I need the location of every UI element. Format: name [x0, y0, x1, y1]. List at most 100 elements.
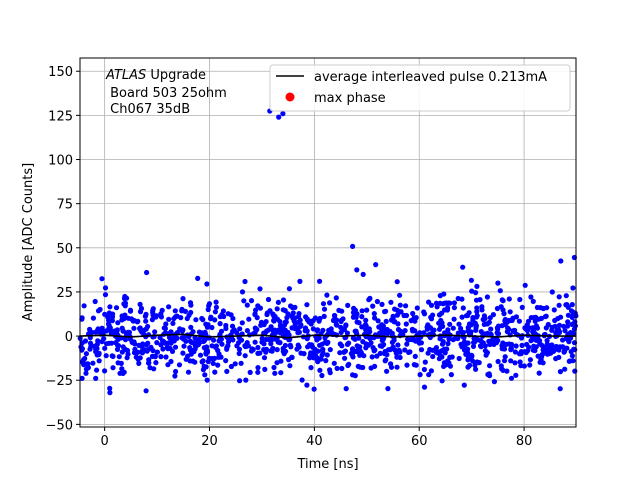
data-point — [122, 300, 128, 306]
data-point — [405, 336, 411, 342]
data-point — [79, 340, 85, 346]
data-point — [287, 363, 293, 369]
data-point — [122, 337, 129, 343]
data-point — [535, 353, 541, 359]
data-point — [445, 341, 451, 347]
data-point — [395, 342, 401, 348]
data-point — [307, 355, 313, 361]
data-point — [556, 322, 563, 328]
data-point — [246, 316, 252, 322]
data-point — [304, 382, 310, 388]
data-point — [304, 302, 310, 308]
data-point — [331, 360, 337, 366]
data-point — [403, 303, 409, 309]
data-point — [103, 353, 109, 359]
data-point — [281, 328, 287, 334]
data-point — [431, 327, 437, 333]
data-point — [441, 346, 447, 352]
data-point — [153, 360, 159, 366]
data-point — [218, 328, 225, 334]
data-point — [363, 323, 369, 329]
data-point — [350, 335, 356, 341]
data-point — [364, 307, 370, 313]
data-point — [208, 314, 214, 320]
data-point — [512, 360, 518, 366]
data-point — [380, 336, 386, 342]
data-point — [375, 318, 381, 324]
data-point — [181, 343, 187, 349]
data-point — [257, 305, 263, 311]
data-point — [163, 354, 169, 360]
data-point — [506, 296, 512, 302]
data-point — [150, 306, 156, 312]
data-point — [371, 348, 377, 354]
data-point — [310, 318, 316, 324]
data-point — [354, 319, 360, 325]
data-point — [501, 346, 508, 352]
data-point — [109, 353, 115, 359]
data-point — [337, 350, 343, 356]
data-point — [528, 338, 534, 344]
data-point — [172, 308, 178, 314]
data-point — [90, 315, 96, 321]
data-point — [309, 342, 315, 348]
data-point — [268, 337, 275, 343]
data-point — [565, 337, 571, 343]
data-point — [339, 308, 345, 314]
data-point — [368, 365, 374, 371]
data-point — [105, 314, 111, 320]
data-point — [115, 336, 121, 342]
data-point — [525, 318, 532, 324]
data-point — [312, 352, 318, 358]
data-point — [518, 335, 525, 341]
data-point — [187, 358, 193, 364]
data-point — [190, 329, 196, 335]
data-point — [379, 301, 385, 307]
data-point — [93, 346, 99, 352]
plot-frame — [79, 57, 577, 428]
data-point — [563, 293, 569, 299]
data-point — [509, 341, 515, 348]
data-point — [116, 354, 122, 360]
data-point — [232, 361, 238, 367]
data-point — [274, 306, 280, 312]
data-point — [488, 326, 494, 332]
data-point — [141, 327, 147, 333]
data-point — [244, 340, 250, 346]
data-point — [562, 328, 568, 334]
data-point — [262, 366, 268, 372]
data-point — [247, 369, 253, 375]
data-point — [446, 300, 452, 306]
data-point — [213, 299, 219, 305]
data-point — [158, 311, 164, 317]
data-point — [103, 328, 110, 334]
data-point — [317, 367, 323, 373]
data-point — [213, 304, 219, 310]
data-point — [436, 312, 443, 318]
data-point — [451, 300, 457, 306]
data-point — [527, 357, 534, 363]
data-point — [102, 285, 109, 291]
data-point — [145, 340, 151, 346]
data-point — [473, 290, 479, 296]
data-point — [89, 329, 95, 335]
data-point — [93, 329, 99, 335]
data-point — [346, 340, 352, 346]
annotation-line2: Board 503 25ohm — [106, 86, 227, 101]
data-point — [219, 341, 225, 347]
data-point — [451, 305, 457, 311]
data-point — [494, 330, 500, 336]
data-point — [548, 350, 554, 356]
data-point — [107, 390, 113, 396]
data-point — [144, 269, 150, 276]
data-point — [552, 317, 558, 324]
data-point — [294, 346, 300, 352]
legend-marker-swatch — [285, 92, 295, 102]
data-point — [167, 345, 173, 351]
data-point — [286, 286, 292, 292]
data-point — [327, 347, 333, 353]
data-point — [274, 347, 280, 353]
data-point — [561, 348, 568, 354]
data-point — [383, 328, 389, 334]
data-point — [350, 314, 357, 320]
